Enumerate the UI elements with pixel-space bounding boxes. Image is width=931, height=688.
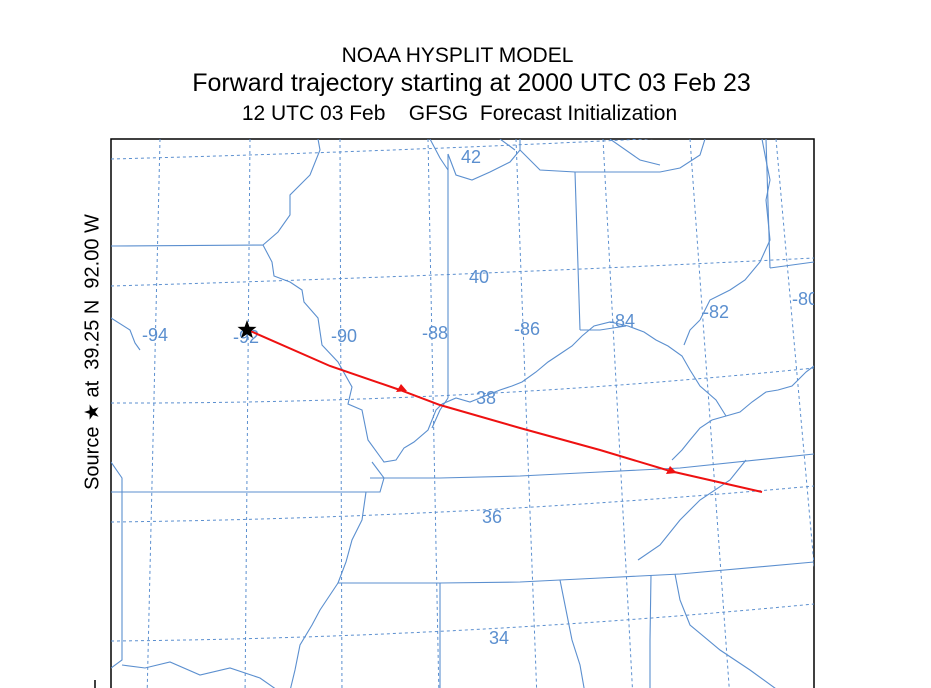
lon-label: -80 [792, 289, 818, 309]
trajectory-marker [396, 384, 407, 392]
lon-label: -94 [142, 325, 168, 345]
model-title: NOAA HYSPLIT MODEL [341, 44, 574, 67]
grid-labels: 42 40 38 36 34 -94 -92 -90 -88 -86 -84 -… [142, 147, 818, 648]
star-icon [237, 320, 257, 339]
lat-label: 36 [482, 507, 502, 527]
lat-label: 42 [461, 147, 481, 167]
map-frame [110, 138, 815, 688]
initialization-subtitle: 12 UTC 03 Feb GFSG Forecast Initializati… [241, 102, 678, 125]
lat-label: 40 [469, 267, 489, 287]
latitude-lines [111, 139, 814, 642]
state-borders [111, 139, 814, 688]
lat-label: 34 [489, 628, 509, 648]
lon-label: -86 [514, 319, 540, 339]
trajectory-marker [666, 466, 677, 474]
lat-label: 38 [476, 388, 496, 408]
lon-label: -88 [422, 323, 448, 343]
trajectory-title: Forward trajectory starting at 2000 UTC … [192, 69, 751, 97]
trajectory-line [247, 329, 763, 493]
lon-label: -90 [331, 326, 357, 346]
lon-label: -84 [609, 311, 635, 331]
lon-label: -82 [703, 302, 729, 322]
